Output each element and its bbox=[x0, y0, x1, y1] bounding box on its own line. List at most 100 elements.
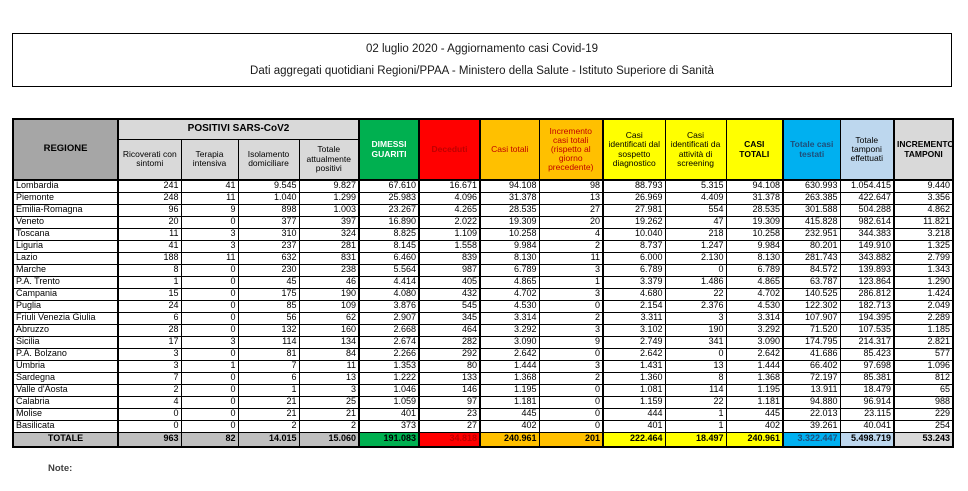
value-cell: 310 bbox=[237, 227, 300, 241]
value-cell: 66.402 bbox=[782, 359, 841, 373]
value-cell: 0 bbox=[180, 215, 239, 229]
value-cell: 18.479 bbox=[839, 383, 895, 397]
value-cell: 1 bbox=[664, 407, 727, 421]
value-cell: 21 bbox=[237, 395, 300, 409]
value-cell: 0 bbox=[538, 383, 604, 397]
value-cell: 1.185 bbox=[893, 323, 954, 337]
table-row: P.A. Trento 1 0 45 46 4.414 405 4.865 1 3.379 1.48… bbox=[12, 275, 954, 289]
value-cell: 7 bbox=[117, 371, 182, 385]
value-cell: 11.821 bbox=[893, 215, 954, 229]
value-cell: 402 bbox=[725, 419, 784, 433]
value-cell: 45 bbox=[237, 275, 300, 289]
value-cell: 21 bbox=[237, 407, 300, 421]
value-cell: 0 bbox=[180, 299, 239, 313]
col-header-incremento-casi: Incremento casi totali (rispetto al gior… bbox=[538, 118, 604, 181]
value-cell: 25.983 bbox=[358, 191, 420, 205]
table-row: Toscana 11 3 310 324 8.825 1.109 10.258 4 10.040 2… bbox=[12, 227, 954, 241]
table-row: Sicilia 17 3 114 134 2.674 282 3.090 9 2.749 341 3.… bbox=[12, 335, 954, 349]
value-cell: 4.680 bbox=[602, 287, 666, 301]
value-cell: 11 bbox=[180, 191, 239, 205]
value-cell: 9.440 bbox=[893, 179, 954, 193]
value-cell: 16.890 bbox=[358, 215, 420, 229]
region-name-cell: Calabria bbox=[12, 395, 119, 409]
region-name-cell: P.A. Bolzano bbox=[12, 347, 119, 361]
value-cell: 2.642 bbox=[479, 347, 540, 361]
region-name-cell: Lazio bbox=[12, 251, 119, 265]
value-cell: 23.115 bbox=[839, 407, 895, 421]
value-cell: 109 bbox=[298, 299, 360, 313]
value-cell: 1.159 bbox=[602, 395, 666, 409]
covid-data-table: REGIONE POSITIVI SARS-CoV2 DIMESSI GUARI… bbox=[12, 118, 954, 448]
value-cell: 3.314 bbox=[725, 311, 784, 325]
value-cell: 1.486 bbox=[664, 275, 727, 289]
value-cell: 3.292 bbox=[725, 323, 784, 337]
value-cell: 19.262 bbox=[602, 215, 666, 229]
value-cell: 7 bbox=[237, 359, 300, 373]
table-row: Liguria 41 3 237 281 8.145 1.558 9.984 2 8.737 1.2… bbox=[12, 239, 954, 253]
value-cell: 9 bbox=[180, 203, 239, 217]
value-cell: 3.218 bbox=[893, 227, 954, 241]
value-cell: 281 bbox=[298, 239, 360, 253]
table-row: Veneto 20 0 377 397 16.890 2.022 19.309 20 19.262… bbox=[12, 215, 954, 229]
value-cell: 237 bbox=[237, 239, 300, 253]
value-cell: 85.423 bbox=[839, 347, 895, 361]
table-row: Basilicata 0 0 2 2 373 27 402 0 401 1 402 39.261 40.0… bbox=[12, 419, 954, 433]
value-cell: 114 bbox=[664, 383, 727, 397]
value-cell: 1.054.415 bbox=[839, 179, 895, 193]
value-cell: 98 bbox=[538, 179, 604, 193]
value-cell: 82 bbox=[180, 431, 239, 448]
region-name-cell: Liguria bbox=[12, 239, 119, 253]
value-cell: 84 bbox=[298, 347, 360, 361]
value-cell: 23.267 bbox=[358, 203, 420, 217]
value-cell: 445 bbox=[725, 407, 784, 421]
value-cell: 214.317 bbox=[839, 335, 895, 349]
value-cell: 3 bbox=[117, 359, 182, 373]
value-cell: 13 bbox=[298, 371, 360, 385]
region-name-cell: Marche bbox=[12, 263, 119, 277]
value-cell: 11 bbox=[538, 251, 604, 265]
value-cell: 5.315 bbox=[664, 179, 727, 193]
value-cell: 3.102 bbox=[602, 323, 666, 337]
value-cell: 240.961 bbox=[479, 431, 540, 448]
value-cell: 6.789 bbox=[602, 263, 666, 277]
value-cell: 25 bbox=[298, 395, 360, 409]
value-cell: 3.322.447 bbox=[782, 431, 841, 448]
value-cell: 8.825 bbox=[358, 227, 420, 241]
col-header-incremento-tamponi: INCREMENTO TAMPONI bbox=[893, 118, 954, 181]
value-cell: 432 bbox=[418, 287, 481, 301]
value-cell: 28.535 bbox=[725, 203, 784, 217]
value-cell: 107.535 bbox=[839, 323, 895, 337]
value-cell: 4.530 bbox=[479, 299, 540, 313]
table-row: Lazio 188 11 632 831 6.460 839 8.130 11 6.000 2.13… bbox=[12, 251, 954, 265]
value-cell: 96 bbox=[117, 203, 182, 217]
value-cell: 218 bbox=[664, 227, 727, 241]
value-cell: 2.130 bbox=[664, 251, 727, 265]
value-cell: 146 bbox=[418, 383, 481, 397]
value-cell: 3 bbox=[180, 227, 239, 241]
value-cell: 47 bbox=[664, 215, 727, 229]
value-cell: 134 bbox=[298, 335, 360, 349]
value-cell: 18.497 bbox=[664, 431, 727, 448]
value-cell: 41.686 bbox=[782, 347, 841, 361]
table-row: Valle d'Aosta 2 0 1 3 1.046 146 1.195 0 1.081 114 1… bbox=[12, 383, 954, 397]
value-cell: 1 bbox=[237, 383, 300, 397]
value-cell: 1.368 bbox=[479, 371, 540, 385]
value-cell: 4.862 bbox=[893, 203, 954, 217]
value-cell: 88.793 bbox=[602, 179, 666, 193]
value-cell: 97.698 bbox=[839, 359, 895, 373]
value-cell: 62 bbox=[298, 311, 360, 325]
value-cell: 41 bbox=[117, 239, 182, 253]
value-cell: 445 bbox=[479, 407, 540, 421]
value-cell: 344.383 bbox=[839, 227, 895, 241]
value-cell: 94.880 bbox=[782, 395, 841, 409]
value-cell: 201 bbox=[538, 431, 604, 448]
value-cell: 6.460 bbox=[358, 251, 420, 265]
col-group-positivi-sars-cov2: POSITIVI SARS-CoV2 bbox=[117, 118, 360, 140]
value-cell: 9.984 bbox=[725, 239, 784, 253]
value-cell: 10.258 bbox=[479, 227, 540, 241]
value-cell: 229 bbox=[893, 407, 954, 421]
value-cell: 286.812 bbox=[839, 287, 895, 301]
value-cell: 248 bbox=[117, 191, 182, 205]
value-cell: 6.789 bbox=[725, 263, 784, 277]
value-cell: 94.108 bbox=[479, 179, 540, 193]
